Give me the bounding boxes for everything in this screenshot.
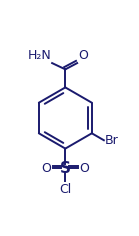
Text: O: O: [79, 161, 89, 175]
Text: H₂N: H₂N: [28, 49, 51, 62]
Text: Br: Br: [105, 134, 118, 147]
Text: Cl: Cl: [59, 183, 71, 196]
Text: O: O: [78, 49, 88, 62]
Text: S: S: [60, 160, 71, 176]
Text: O: O: [42, 161, 51, 175]
